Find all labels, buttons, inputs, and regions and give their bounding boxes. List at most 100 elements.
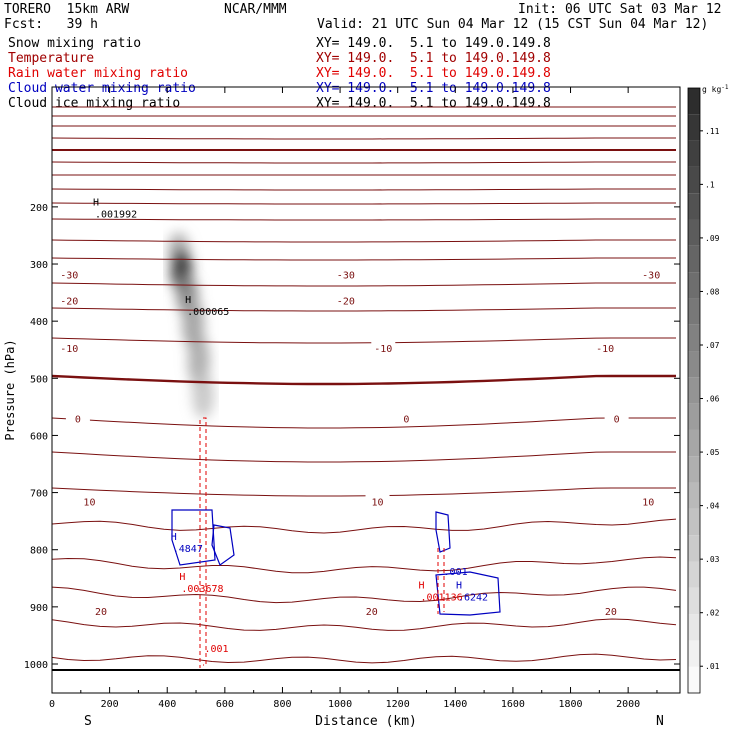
annotation-h-5: H	[418, 581, 424, 592]
field-temp-xy: XY= 149.0. 5.1 to 149.0.149.8	[316, 51, 551, 66]
temperature-contour-11	[52, 257, 676, 261]
colorbar-bin-5	[688, 535, 700, 562]
colorbar-bin-17	[688, 219, 700, 246]
temp-label-bg-0-0	[57, 267, 82, 280]
y-axis-label: Pressure (hPa)	[3, 339, 17, 440]
temperature-contour-13	[52, 307, 676, 312]
temperature-contour-9	[52, 218, 676, 221]
cloud-water-west	[171, 509, 216, 566]
temperature-contour-3	[52, 137, 676, 140]
colorbar-bin-14	[688, 298, 700, 325]
colorbar-bin-3	[688, 587, 700, 615]
temp-label-bg-2-1	[371, 341, 396, 354]
rain-column-west	[199, 417, 207, 668]
x-tick-label-9: 1800	[558, 699, 582, 710]
annotation-value-1: .000065	[187, 307, 229, 318]
valid-time: Valid: 21 UTC Sun 04 Mar 12 (15 CST Sun …	[317, 17, 709, 32]
colorbar-bin-2	[688, 614, 700, 641]
temperature-contour-7	[52, 188, 676, 191]
colorbar-unit: g kg-1	[702, 84, 729, 94]
colorbar-bin-8	[688, 456, 700, 483]
colorbar-bin-16	[688, 245, 700, 273]
colorbar-bin-12	[688, 351, 700, 378]
colorbar-tick-label-3: .04	[705, 502, 720, 511]
temperature-contour-16	[52, 417, 676, 429]
temp-label-2-2: -10	[596, 344, 614, 355]
field-temp-name: Temperature	[8, 51, 95, 66]
colorbar-bin-10	[688, 403, 700, 430]
temp-label-bg-4-0	[77, 494, 102, 507]
x-tick-label-7: 1400	[443, 699, 467, 710]
temp-label-2-1: -10	[374, 344, 392, 355]
temp-label-bg-2-2	[593, 341, 618, 354]
temp-label-3-2: 0	[614, 414, 620, 425]
field-snow-xy: XY= 149.0. 5.1 to 149.0.149.8	[316, 36, 551, 51]
annotation-value-2: .4847	[173, 544, 203, 555]
annotation-value-4: .001	[204, 644, 228, 655]
x-left-label: S	[84, 714, 92, 729]
x-tick-label-3: 600	[216, 699, 234, 710]
temp-label-bg-3-2	[604, 411, 629, 424]
annotation-value-5: .001136	[420, 593, 462, 604]
snow-plume	[167, 232, 215, 419]
field-rain-xy: XY= 149.0. 5.1 to 149.0.149.8	[316, 66, 551, 81]
annotation-value-6: .001	[444, 567, 468, 578]
annotations: H.001992H.000065H.4847H.003678.001H.0011…	[93, 198, 488, 655]
temperature-contour-23	[52, 653, 677, 664]
colorbar-bin-21	[688, 114, 700, 141]
temp-label-bg-3-1	[394, 411, 419, 424]
temp-label-bg-0-2	[639, 267, 664, 280]
x-tick-label-6: 1200	[386, 699, 410, 710]
temp-label-bg-2-0	[57, 341, 82, 354]
annotation-value-7: .6242	[458, 593, 488, 604]
temperature-contour-22	[52, 618, 677, 631]
axes: 0 200 400 600 800 1000 1200 1400 1600 1800 2000200…	[24, 87, 680, 710]
y-tick-label-7: 900	[30, 603, 48, 614]
colorbar-bin-11	[688, 377, 700, 404]
annotation-h-1: H	[185, 295, 191, 306]
x-tick-label-5: 1000	[328, 699, 352, 710]
temp-label-3-0: 0	[75, 414, 81, 425]
cloud-water-west-2	[211, 524, 235, 566]
colorbar-tick-label-10: .11	[705, 127, 720, 136]
temp-label-2-0: -10	[60, 344, 78, 355]
temp-label-5-0: 20	[95, 607, 107, 618]
temp-label-0-0: -30	[60, 270, 78, 281]
temperature-contour-15	[52, 374, 676, 386]
x-tick-label-1: 200	[101, 699, 119, 710]
org-title: NCAR/MMM	[224, 2, 287, 17]
temp-label-bg-1-0	[57, 293, 82, 306]
temperature-contour-21	[52, 586, 677, 604]
temperature-contour-5	[52, 161, 676, 164]
temp-label-1-1: -20	[337, 297, 355, 308]
temperature-contour-8	[52, 202, 676, 205]
temp-label-4-0: 10	[83, 498, 95, 509]
forecast-hour: Fcst: 39 h	[4, 17, 98, 32]
rain-column-east	[437, 548, 445, 614]
temp-label-bg-5-2	[598, 603, 623, 616]
colorbar-bin-7	[688, 482, 700, 509]
x-tick-label-10: 2000	[616, 699, 640, 710]
colorbar-tick-label-6: .07	[705, 341, 720, 350]
temperature-contour-10	[52, 239, 676, 243]
colorbar-bin-9	[688, 429, 700, 457]
temp-label-bg-3-0	[65, 411, 90, 424]
temperature-contour-17	[52, 451, 676, 463]
temp-label-3-1: 0	[403, 414, 409, 425]
temp-label-bg-5-0	[88, 603, 113, 616]
init-time: Init: 06 UTC Sat 03 Mar 12	[518, 2, 722, 17]
colorbar: .01 .02 .03 .04 .05 .06 .07 .08 .09 .1 .11	[687, 87, 720, 694]
colorbar-tick-label-2: .03	[705, 555, 720, 564]
temp-label-4-2: 10	[642, 498, 654, 509]
temperature-contour-18	[52, 487, 676, 497]
x-tick-label-2: 400	[158, 699, 176, 710]
temperature-contour-12	[52, 282, 676, 287]
mixing-ratio-contours	[171, 417, 501, 668]
colorbar-tick-label-1: .02	[705, 609, 720, 618]
annotation-h-7: H	[456, 581, 462, 592]
temp-label-4-1: 10	[371, 498, 383, 509]
temp-label-bg-4-1	[365, 494, 390, 507]
colorbar-bin-4	[688, 561, 700, 588]
colorbar-bin-6	[688, 508, 700, 536]
